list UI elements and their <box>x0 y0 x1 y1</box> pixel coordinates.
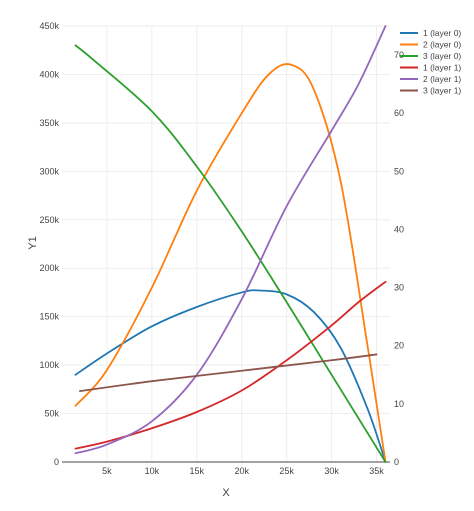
gridlines <box>62 25 390 462</box>
series-line-1 <box>74 289 387 463</box>
x-axis-title: X <box>222 487 230 499</box>
y2-tick-label: 40 <box>394 224 404 234</box>
y1-tick-label: 250k <box>39 215 59 225</box>
legend-label: 3 (layer 0) <box>423 51 461 61</box>
legend: 1 (layer 0) 2 (layer 0)3 (layer 0) 1 (laye… <box>400 28 461 96</box>
y1-tick-labels: 0 50k 100k 150k 200k 250k 300k 350k 400k 450k <box>39 21 59 467</box>
y1-tick-label: 150k <box>39 312 59 322</box>
y2-tick-labels: 0 10 20 30 40 50 60 70 <box>394 50 404 467</box>
y1-tick-label: 100k <box>39 360 59 370</box>
y1-tick-label: 0 <box>54 457 59 467</box>
series-line-4 <box>74 280 387 450</box>
y2-tick-label: 30 <box>394 283 404 293</box>
x-tick-label: 30k <box>324 466 339 476</box>
legend-label: 1 (layer 0) <box>423 28 461 38</box>
y2-tick-label: 10 <box>394 399 404 409</box>
legend-label: 1 (layer 1) <box>423 63 461 73</box>
y1-tick-label: 50k <box>44 409 59 419</box>
y2-tick-label: 60 <box>394 108 404 118</box>
x-tick-label: 10k <box>145 466 160 476</box>
series-line-2 <box>74 63 387 463</box>
y1-tick-label: 400k <box>39 69 59 79</box>
y1-tick-label: 450k <box>39 21 59 31</box>
x-tick-label: 20k <box>234 466 249 476</box>
x-tick-label: 35k <box>369 466 384 476</box>
x-tick-labels: 5k 10k 15k 20k 25k 30k 35k <box>102 466 384 476</box>
y1-tick-label: 300k <box>39 166 59 176</box>
y1-tick-label: 200k <box>39 263 59 273</box>
legend-label: 2 (layer 1) <box>423 74 461 84</box>
y-axis-title: Y1 <box>27 236 39 249</box>
y2-tick-label: 50 <box>394 166 404 176</box>
x-tick-label: 15k <box>190 466 205 476</box>
y1-tick-label: 350k <box>39 118 59 128</box>
legend-label: 3 (layer 1) <box>423 86 461 96</box>
y2-tick-label: 20 <box>394 341 404 351</box>
series-line-5 <box>74 25 387 455</box>
legend-label: 2 (layer 0) <box>423 40 461 50</box>
series-lines <box>74 25 387 463</box>
y2-tick-label: 0 <box>394 457 399 467</box>
series-line-3 <box>74 44 387 463</box>
series-line-6 <box>79 353 378 392</box>
y2-tick-label: 70 <box>394 50 404 60</box>
x-tick-label: 25k <box>279 466 294 476</box>
x-tick-label: 5k <box>102 466 112 476</box>
